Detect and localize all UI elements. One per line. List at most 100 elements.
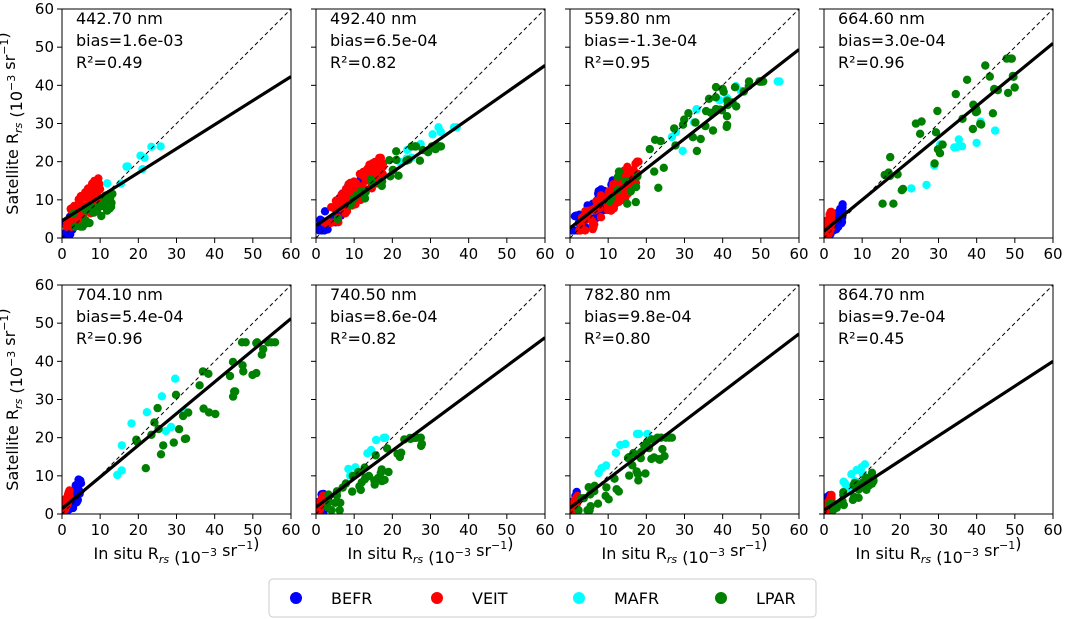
data-point-mafr bbox=[773, 77, 782, 86]
x-tick-label: 10 bbox=[853, 521, 872, 539]
x-axis-label: In situ Rrs (10−3 sr−1) bbox=[94, 534, 260, 567]
data-point-lpar bbox=[641, 469, 650, 478]
data-point-lpar bbox=[181, 434, 191, 443]
data-point-veit bbox=[349, 177, 359, 186]
data-point-lpar bbox=[327, 506, 336, 514]
data-point-lpar bbox=[931, 128, 941, 137]
x-tick-label: 50 bbox=[243, 245, 262, 263]
x-tick-label: 30 bbox=[421, 521, 440, 539]
data-point-lpar bbox=[659, 163, 668, 172]
x-tick-label: 20 bbox=[129, 521, 148, 539]
data-point-veit bbox=[827, 207, 836, 217]
y-tick-label: 50 bbox=[35, 38, 54, 56]
one-to-one-line bbox=[570, 9, 799, 238]
data-point-lpar bbox=[225, 371, 235, 381]
data-point-mafr bbox=[428, 130, 437, 139]
data-point-veit bbox=[592, 196, 601, 206]
wavelength-label: 704.10 nm bbox=[76, 285, 163, 304]
x-tick-label: 30 bbox=[421, 245, 440, 263]
data-point-veit bbox=[570, 507, 575, 514]
data-point-mafr bbox=[434, 123, 443, 132]
y-tick-label: 60 bbox=[35, 0, 54, 18]
data-point-mafr bbox=[621, 439, 630, 449]
data-point-lpar bbox=[988, 109, 998, 118]
data-point-veit bbox=[86, 183, 95, 193]
x-axis-label: In situ Rrs (10−3 sr−1) bbox=[348, 534, 514, 567]
data-point-lpar bbox=[684, 109, 693, 118]
x-tick-label: 20 bbox=[637, 521, 656, 539]
x-tick-label: 0 bbox=[819, 245, 829, 263]
data-point-lpar bbox=[241, 338, 250, 347]
data-point-lpar bbox=[70, 222, 80, 231]
subplot-86470: 0 10 20 30 40 50 60 864.70 nm bias=9.7e-04 R²=0.4… bbox=[819, 284, 1063, 567]
data-point-lpar bbox=[981, 61, 990, 70]
plot-area bbox=[570, 285, 799, 514]
subplot-49240: 0 10 20 30 40 50 60 492.40 nm bias=6.5e-04 R²=0.8… bbox=[311, 8, 555, 263]
x-tick-label: 60 bbox=[535, 245, 554, 263]
data-point-lpar bbox=[248, 370, 257, 380]
data-point-mafr bbox=[678, 146, 687, 156]
data-point-lpar bbox=[985, 72, 994, 81]
data-point-lpar bbox=[691, 118, 700, 127]
x-axis-label: In situ Rrs (10−3 sr−1) bbox=[856, 534, 1022, 567]
data-point-lpar bbox=[1007, 54, 1016, 63]
data-point-lpar bbox=[394, 171, 403, 180]
wavelength-label: 559.80 nm bbox=[584, 9, 671, 28]
legend-label-lpar: LPAR bbox=[756, 589, 796, 608]
x-tick-label: 60 bbox=[1043, 245, 1062, 263]
data-point-mafr bbox=[103, 179, 112, 188]
y-tick-label: 10 bbox=[35, 191, 54, 209]
data-point-lpar bbox=[415, 156, 425, 165]
bias-label: bias=1.6e-03 bbox=[76, 31, 184, 50]
wavelength-label: 864.70 nm bbox=[838, 285, 925, 304]
data-point-veit bbox=[375, 159, 384, 169]
one-to-one-line bbox=[824, 9, 1053, 238]
data-point-mafr bbox=[950, 143, 959, 152]
data-point-lpar bbox=[370, 476, 379, 485]
data-point-lpar bbox=[614, 167, 624, 176]
data-point-lpar bbox=[634, 476, 643, 485]
y-tick-label: 0 bbox=[44, 229, 54, 247]
data-point-lpar bbox=[239, 367, 248, 376]
x-tick-label: 10 bbox=[91, 245, 110, 263]
plot-area bbox=[62, 9, 291, 238]
data-point-lpar bbox=[380, 475, 389, 485]
data-point-veit bbox=[70, 201, 79, 211]
x-tick-label: 50 bbox=[751, 245, 770, 263]
data-point-lpar bbox=[238, 361, 247, 370]
subplot-78280: 0 10 20 30 40 50 60 782.80 nm bias=9.8e-04 R²=0.8… bbox=[565, 284, 809, 567]
legend: BEFR VEIT MAFR LPAR bbox=[268, 578, 817, 618]
data-point-veit bbox=[596, 213, 606, 222]
data-point-mafr bbox=[166, 422, 176, 432]
data-point-mafr bbox=[156, 142, 165, 151]
data-point-lpar bbox=[933, 106, 942, 116]
x-tick-label: 60 bbox=[1043, 521, 1062, 539]
data-point-lpar bbox=[416, 441, 426, 451]
x-tick-label: 40 bbox=[205, 521, 224, 539]
bias-label: bias=3.0e-04 bbox=[838, 31, 946, 50]
data-point-lpar bbox=[348, 487, 357, 496]
data-point-veit bbox=[332, 196, 342, 205]
data-point-lpar bbox=[744, 77, 754, 86]
r2-label: R²=0.45 bbox=[838, 329, 905, 348]
data-point-lpar bbox=[625, 471, 634, 480]
x-tick-label: 30 bbox=[675, 521, 694, 539]
data-point-lpar bbox=[951, 89, 960, 99]
y-tick-label: 60 bbox=[35, 276, 54, 294]
y-tick-label: 30 bbox=[35, 115, 54, 133]
x-tick-label: 50 bbox=[497, 245, 516, 263]
legend-marker-veit bbox=[431, 592, 443, 604]
x-tick-label: 60 bbox=[281, 245, 300, 263]
data-point-veit bbox=[94, 174, 103, 183]
x-tick-label: 10 bbox=[91, 521, 110, 539]
data-point-lpar bbox=[376, 468, 385, 477]
data-point-lpar bbox=[593, 499, 603, 508]
wavelength-label: 442.70 nm bbox=[76, 9, 163, 28]
data-point-lpar bbox=[631, 197, 640, 207]
data-point-lpar bbox=[642, 438, 651, 447]
data-point-veit bbox=[589, 223, 598, 232]
data-point-mafr bbox=[907, 184, 916, 193]
x-tick-label: 40 bbox=[713, 521, 732, 539]
data-point-lpar bbox=[730, 83, 740, 92]
data-point-lpar bbox=[886, 152, 895, 162]
